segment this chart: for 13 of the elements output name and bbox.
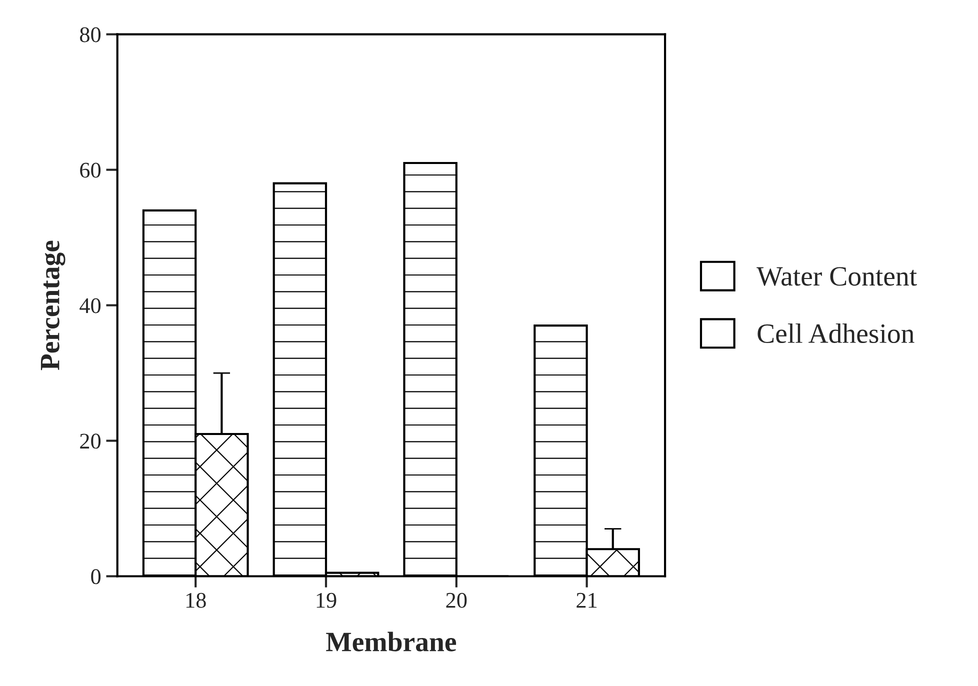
y-tick-label: 80 [80,27,101,42]
x-tick-label: 19 [316,592,336,608]
legend-label: Water Content [756,267,917,286]
x-axis-title: Membrane [326,632,456,652]
y-tick-label: 40 [80,298,101,314]
y-tick-label: 60 [80,162,101,178]
x-tick-label: 18 [186,592,206,608]
y-tick-label: 20 [80,434,101,449]
x-tick-label: 20 [446,592,467,608]
y-tick-label: 0 [91,569,101,584]
legend-label: Cell Adhesion [758,323,914,344]
y-axis-title: Percentage [40,240,66,370]
x-tick-label: 21 [576,592,597,608]
